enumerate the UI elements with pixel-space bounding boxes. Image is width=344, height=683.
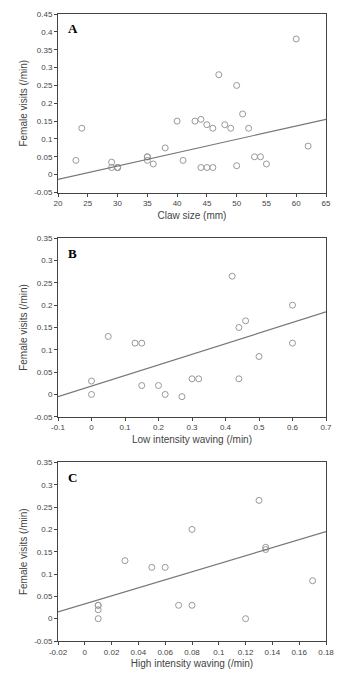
svg-text:Female visits (/min): Female visits (/min): [18, 284, 29, 371]
svg-text:0.1: 0.1: [119, 423, 131, 432]
svg-text:-0.05: -0.05: [34, 188, 53, 197]
svg-text:0.15: 0.15: [37, 117, 53, 126]
svg-text:0.02: 0.02: [104, 648, 120, 657]
svg-text:0.3: 0.3: [41, 481, 53, 490]
svg-text:0.4: 0.4: [220, 423, 232, 432]
svg-text:0.25: 0.25: [37, 279, 53, 288]
svg-text:0.4: 0.4: [41, 28, 53, 37]
svg-text:30: 30: [113, 199, 122, 208]
svg-text:0.1: 0.1: [213, 648, 225, 657]
svg-text:0.2: 0.2: [41, 99, 53, 108]
svg-text:Female visits (/min): Female visits (/min): [18, 508, 29, 595]
svg-text:40: 40: [173, 199, 182, 208]
svg-text:-0.05: -0.05: [34, 637, 53, 646]
svg-text:0: 0: [48, 614, 53, 623]
svg-text:0: 0: [83, 648, 88, 657]
svg-text:0.25: 0.25: [37, 81, 53, 90]
svg-text:0.14: 0.14: [265, 648, 281, 657]
svg-text:0.3: 0.3: [186, 423, 198, 432]
svg-text:50: 50: [232, 199, 241, 208]
svg-text:0.35: 0.35: [37, 46, 53, 55]
svg-text:0.15: 0.15: [37, 548, 53, 557]
svg-text:0.2: 0.2: [153, 423, 165, 432]
svg-text:0.05: 0.05: [37, 592, 53, 601]
svg-text:B: B: [68, 246, 77, 261]
svg-text:-0.1: -0.1: [51, 423, 65, 432]
svg-text:0.2: 0.2: [41, 301, 53, 310]
svg-text:0.12: 0.12: [238, 648, 254, 657]
svg-text:-0.02: -0.02: [49, 648, 68, 657]
svg-text:A: A: [68, 21, 78, 36]
svg-text:25: 25: [83, 199, 92, 208]
svg-text:C: C: [68, 470, 77, 485]
svg-text:0.18: 0.18: [318, 648, 334, 657]
svg-text:0.45: 0.45: [37, 10, 53, 19]
svg-text:55: 55: [262, 199, 271, 208]
svg-text:0.35: 0.35: [37, 458, 53, 467]
svg-text:0.08: 0.08: [184, 648, 200, 657]
svg-text:35: 35: [143, 199, 152, 208]
svg-text:0.25: 0.25: [37, 503, 53, 512]
svg-text:60: 60: [292, 199, 301, 208]
svg-text:0.3: 0.3: [41, 63, 53, 72]
svg-text:-0.05: -0.05: [34, 413, 53, 422]
svg-text:0.2: 0.2: [41, 525, 53, 534]
svg-text:0.35: 0.35: [37, 234, 53, 243]
svg-text:Female visits (/min): Female visits (/min): [18, 60, 29, 147]
svg-text:0.06: 0.06: [157, 648, 173, 657]
svg-text:0: 0: [48, 390, 53, 399]
svg-text:0.04: 0.04: [131, 648, 147, 657]
svg-text:65: 65: [322, 199, 331, 208]
svg-text:20: 20: [54, 199, 63, 208]
svg-text:Claw size (mm): Claw size (mm): [158, 210, 227, 221]
svg-text:0: 0: [89, 423, 94, 432]
svg-text:0.1: 0.1: [41, 135, 53, 144]
svg-text:0.3: 0.3: [41, 256, 53, 265]
svg-text:0.05: 0.05: [37, 153, 53, 162]
svg-text:Low intensity waving (/min): Low intensity waving (/min): [132, 434, 252, 445]
svg-text:0.16: 0.16: [291, 648, 307, 657]
svg-text:45: 45: [202, 199, 211, 208]
svg-text:0.5: 0.5: [253, 423, 265, 432]
svg-text:0.15: 0.15: [37, 323, 53, 332]
svg-text:0: 0: [48, 170, 53, 179]
svg-text:0.7: 0.7: [320, 423, 332, 432]
svg-text:0.05: 0.05: [37, 368, 53, 377]
svg-text:0.6: 0.6: [287, 423, 299, 432]
svg-text:0.1: 0.1: [41, 570, 53, 579]
svg-text:0.1: 0.1: [41, 346, 53, 355]
svg-text:High intensity waving (/min): High intensity waving (/min): [131, 658, 253, 669]
